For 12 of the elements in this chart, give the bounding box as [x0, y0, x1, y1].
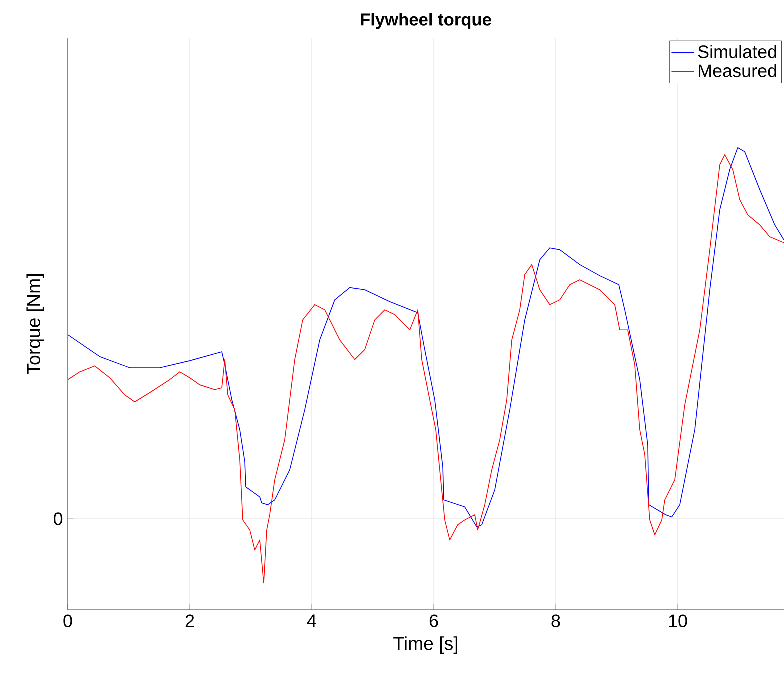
x-axis-title: Time [s]	[394, 636, 458, 654]
x-tick-label: 0	[64, 614, 72, 628]
legend-label: Simulated	[698, 45, 776, 58]
y-axis-title: Torque [Nm]	[26, 274, 44, 374]
x-tick-label: 2	[186, 614, 194, 628]
legend-label: Measured	[699, 64, 776, 78]
x-tick-label: 6	[430, 614, 438, 628]
x-tick-label: 8	[552, 614, 560, 628]
x-tick-label: 4	[307, 614, 316, 628]
x-tick-label: 10	[669, 614, 688, 628]
chart-title: Flywheel torque	[361, 13, 492, 30]
text: 0	[54, 512, 63, 526]
